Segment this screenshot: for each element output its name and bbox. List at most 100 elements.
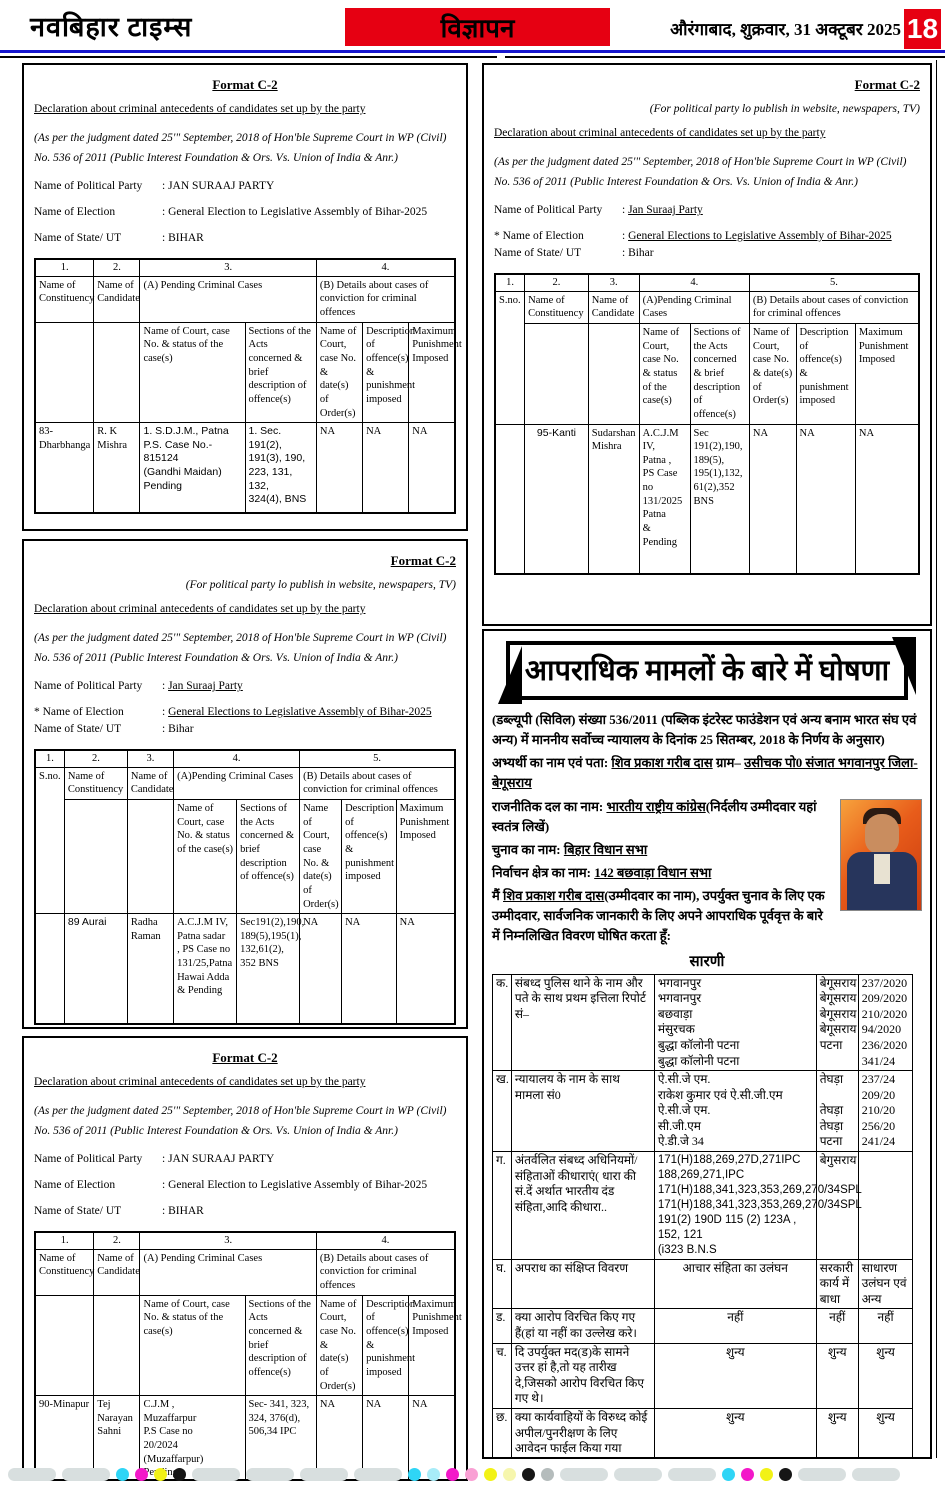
- col-constituency: Name of Constituency: [63, 766, 128, 801]
- registration-mark-icon: [8, 1468, 56, 1481]
- publish-note: (For political party lo publish in websi…: [185, 579, 456, 591]
- candidate-line: अभ्यर्थी का नाम एवं पता: शिव प्रकाश गरीब…: [492, 755, 918, 791]
- col-sno: S.no.: [494, 290, 526, 425]
- party-name: भारतीय राष्ट्रीय कांग्रेस: [606, 798, 706, 814]
- election-value: : General Election to Legislative Assemb…: [162, 206, 428, 219]
- registration-mark-icon: [760, 1468, 773, 1481]
- registration-mark-icon: [246, 1468, 294, 1481]
- right-column: Format C-2 (For political party lo publi…: [482, 63, 932, 1481]
- election-label: Name of Election: [34, 206, 116, 219]
- election-line: चुनाव का नाम: बिहार विधान सभा: [492, 841, 648, 857]
- col-pending: (A) Pending Criminal Cases: [139, 275, 317, 323]
- statement-name: शिव प्रकाश गरीब दास: [503, 888, 605, 904]
- col-pending: (A)Pending Criminal Cases: [638, 290, 750, 325]
- party-label: Name of Political Party: [34, 1153, 143, 1166]
- col-constituency: Name of Constituency: [34, 275, 94, 323]
- form-c2-kanti: Format C-2 (For political party lo publi…: [482, 63, 932, 626]
- registration-mark-icon: [192, 1468, 240, 1481]
- election-name: बिहार विधान सभा: [563, 841, 648, 857]
- col-sno: S.no.: [34, 766, 65, 915]
- criminal-cases-table: 1. 2. 3. 4. Name of Constituency Name of Can…: [34, 258, 462, 514]
- state-label: Name of State/ UT: [34, 1205, 122, 1218]
- registration-mark-icon: [446, 1468, 459, 1481]
- form-c2-minapur: Format C-2 Declaration about criminal an…: [22, 1036, 468, 1481]
- right-column-rule: [936, 60, 937, 1458]
- left-column: Format C-2 Declaration about criminal an…: [22, 63, 468, 1481]
- state-label: Name of State/ UT: [34, 723, 122, 736]
- paper-name: नवबिहार टाइम्स: [30, 12, 193, 42]
- col-pending: (A)Pending Criminal Cases: [173, 766, 301, 801]
- form-c2-dharbhanga: Format C-2 Declaration about criminal an…: [22, 63, 468, 531]
- col-conviction: (B) Details about cases of conviction fo…: [299, 766, 456, 801]
- table-row: 90-Minapur Tej Narayan Sahni C.J.M , Muzaf…: [34, 1395, 456, 1479]
- registration-mark-icon: [852, 1468, 900, 1481]
- col-constituency: Name of Constituency: [34, 1248, 94, 1296]
- registration-mark-icon: [798, 1468, 846, 1481]
- registration-strip: [8, 1468, 900, 1481]
- banner-wedge-right-icon: [892, 637, 916, 695]
- party-line: राजनीतिक दल का नाम: भारतीय राष्ट्रीय कां…: [492, 798, 817, 834]
- party-label: Name of Political Party: [494, 204, 603, 217]
- election-label: * Name of Election: [494, 230, 584, 243]
- section-banner: विज्ञापन: [345, 8, 610, 46]
- format-title: Format C-2: [212, 1050, 278, 1065]
- publish-note: (For political party lo publish in websi…: [649, 103, 920, 115]
- state-label: Name of State/ UT: [494, 247, 582, 260]
- party-label: Name of Political Party: [34, 680, 143, 693]
- election-value: General Elections to Legislative Assembl…: [168, 706, 432, 719]
- judgment-note: (As per the judgment dated 25'" Septembe…: [34, 132, 447, 164]
- judgment-note: (As per the judgment dated 25'" Septembe…: [34, 632, 447, 664]
- state-value: : BIHAR: [162, 232, 204, 245]
- banner-wedge-left-icon: [498, 646, 522, 704]
- col-candidate: Name of Candidate: [93, 1248, 141, 1296]
- state-value: : BIHAR: [162, 1205, 204, 1218]
- criminal-cases-table: 1. 2. 3. 4. 5. S.no. Name of Constituency Name…: [34, 749, 456, 1025]
- form-c2-aurai: Format C-2 (For political party lo publi…: [22, 539, 468, 1029]
- constituency-name: 142 बछवाड़ा विधान सभा: [594, 864, 712, 880]
- election-label: * Name of Election: [34, 706, 124, 719]
- col-conviction: (B) Details about cases of conviction fo…: [315, 275, 456, 323]
- candidate-address: उसीचक पो0 संजात भगवानपुर जिला-बेगूसराय: [492, 755, 918, 791]
- registration-mark-icon: [427, 1468, 440, 1481]
- page-number-badge: 18: [904, 9, 941, 49]
- declaration-line: Declaration about criminal antecedents o…: [494, 127, 826, 139]
- election-label: Name of Election: [34, 1179, 116, 1192]
- registration-mark-icon: [154, 1468, 167, 1481]
- table-row: 89 Aurai Radha Raman A.C.J.M IV, Patna sad…: [34, 913, 456, 1025]
- candidate-photo: [840, 798, 922, 911]
- registration-mark-icon: [135, 1468, 148, 1481]
- registration-mark-icon: [668, 1468, 716, 1481]
- criminal-cases-table: 1. 2. 3. 4. Name of Constituency Name of Can…: [34, 1231, 462, 1479]
- masthead: नवबिहार टाइम्स विज्ञापन औरंगाबाद, शुक्रव…: [0, 0, 945, 50]
- date-line: औरंगाबाद, शुक्रवार, 31 अक्टूबर 2025: [670, 20, 901, 39]
- column-rules: [0, 56, 945, 58]
- declaration-line: Declaration about criminal antecedents o…: [34, 603, 366, 615]
- party-value: : JAN SURAAJ PARTY: [162, 1153, 275, 1166]
- party-value: : JAN SURAAJ PARTY: [162, 180, 275, 193]
- registration-mark-icon: [465, 1468, 478, 1481]
- registration-mark-icon: [779, 1468, 792, 1481]
- declaration-line: Declaration about criminal antecedents o…: [34, 1076, 366, 1088]
- table-row: च. दि उपर्युक्त मद(ड)के सामने उत्तर हां ह…: [492, 1342, 914, 1409]
- table-row: घ. अपराध का संक्षिप्त विवरण आचार संहिता का…: [492, 1258, 914, 1310]
- hindi-table-1: क. संबध्द पुलिस थाने के नाम और पते के साथ…: [492, 973, 914, 1457]
- criminal-cases-table: 1. 2. 3. 4. 5. S.no. Name of Constituency Name…: [494, 273, 920, 575]
- declaration-banner: आपराधिक मामलों के बारे में घोषणा: [498, 637, 916, 704]
- election-value: : General Election to Legislative Assemb…: [162, 1179, 428, 1192]
- registration-mark-icon: [522, 1468, 535, 1481]
- registration-mark-icon: [116, 1468, 129, 1481]
- col-conviction: (B) Details about cases of conviction fo…: [315, 1248, 456, 1296]
- col-candidate: Name of Candidate: [93, 275, 141, 323]
- party-label: Name of Political Party: [34, 180, 143, 193]
- banner-text: आपराधिक मामलों के बारे में घोषणा: [524, 655, 890, 687]
- registration-mark-icon: [484, 1468, 497, 1481]
- table-row: ग. अंतर्वलित संबध्द अधिनियमों/संहिताओं की…: [492, 1151, 914, 1260]
- party-value: Jan Suraaj Party: [628, 204, 703, 217]
- registration-mark-icon: [408, 1468, 421, 1481]
- state-value: : Bihar: [622, 247, 654, 260]
- registration-mark-icon: [300, 1468, 348, 1481]
- statement-line: मैं शिव प्रकाश गरीब दास(उम्मीदवार का नाम…: [492, 888, 825, 944]
- format-title: Format C-2: [390, 553, 456, 568]
- registration-mark-icon: [354, 1468, 402, 1481]
